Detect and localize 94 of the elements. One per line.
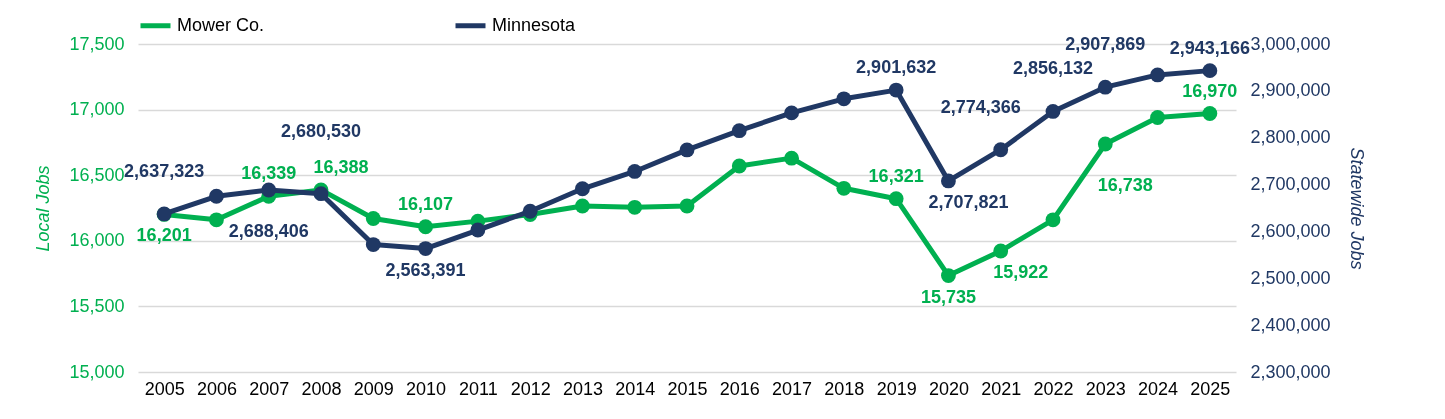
point <box>418 219 433 235</box>
x-tick-label: 2009 <box>353 378 394 399</box>
point <box>1097 79 1113 95</box>
point <box>1202 106 1218 121</box>
point <box>941 268 956 283</box>
x-tick-label: 2007 <box>249 378 290 399</box>
point <box>418 241 433 256</box>
point <box>836 91 852 107</box>
data-label: 2,943,166 <box>1169 37 1250 58</box>
point <box>522 203 538 219</box>
data-label: 2,901,632 <box>856 57 937 78</box>
x-tick-label: 2020 <box>928 378 969 399</box>
data-label: 16,201 <box>136 225 192 246</box>
x-tick-label: 2006 <box>196 378 237 399</box>
point <box>993 142 1009 158</box>
data-label: 15,922 <box>993 262 1049 283</box>
x-tick-label: 2008 <box>301 378 342 399</box>
data-label: 16,339 <box>241 163 297 184</box>
legend-label: Mower Co. <box>177 14 265 35</box>
data-label: 2,680,530 <box>280 120 362 141</box>
x-tick-label: 2021 <box>981 378 1022 399</box>
data-label: 15,735 <box>920 286 976 307</box>
data-label: 2,563,391 <box>385 259 466 280</box>
point <box>209 188 224 204</box>
point <box>1097 136 1113 152</box>
point <box>627 164 643 179</box>
data-label: 2,907,869 <box>1065 34 1146 55</box>
point <box>784 150 799 166</box>
x-tick-label: 2014 <box>615 378 656 399</box>
point <box>941 173 956 189</box>
x-tick-label: 2016 <box>719 378 760 399</box>
point <box>261 182 277 198</box>
point <box>1045 104 1061 119</box>
point <box>1150 67 1165 83</box>
x-tick-label: 2010 <box>406 378 447 399</box>
y2-tick-label: 2,700,000 <box>1250 174 1331 195</box>
x-tick-label: 2015 <box>667 378 708 399</box>
x-tick-label: 2018 <box>824 378 865 399</box>
point <box>993 243 1009 259</box>
y2-tick-label: 2,400,000 <box>1250 314 1331 335</box>
point <box>836 180 852 196</box>
point <box>888 191 904 207</box>
point <box>1150 110 1165 125</box>
x-tick-label: 2023 <box>1085 378 1126 399</box>
y-tick-label: 15,500 <box>69 295 125 316</box>
point <box>575 198 590 214</box>
x-tick-label: 2024 <box>1138 378 1179 399</box>
point <box>731 158 747 174</box>
x-tick-label: 2005 <box>144 378 185 399</box>
point <box>1202 63 1218 79</box>
x-tick-label: 2025 <box>1190 378 1231 399</box>
point <box>679 198 695 214</box>
data-label: 16,321 <box>868 165 924 186</box>
x-tick-label: 2013 <box>562 378 603 399</box>
y2-tick-label: 2,900,000 <box>1250 80 1331 101</box>
point <box>731 123 747 139</box>
data-label: 2,856,132 <box>1012 58 1094 79</box>
point <box>888 82 904 98</box>
point <box>575 181 590 197</box>
y2-tick-label: 3,000,000 <box>1250 33 1331 54</box>
point <box>365 237 381 252</box>
x-tick-label: 2019 <box>876 378 917 399</box>
point <box>209 212 224 228</box>
point <box>365 211 381 226</box>
y2-axis-title: Statewide Jobs <box>1346 147 1367 270</box>
data-label: 16,107 <box>398 193 454 214</box>
point <box>313 186 329 202</box>
y2-tick-label: 2,300,000 <box>1250 361 1331 382</box>
x-tick-label: 2017 <box>772 378 813 399</box>
data-label: 16,388 <box>313 156 369 177</box>
y2-tick-label: 2,800,000 <box>1250 127 1331 148</box>
legend-label: Minnesota <box>492 14 577 35</box>
x-tick-label: 2011 <box>459 378 498 399</box>
point <box>1045 212 1061 228</box>
data-label: 2,707,821 <box>928 191 1009 212</box>
data-label: 16,970 <box>1182 80 1238 101</box>
y-tick-label: 17,000 <box>69 99 125 120</box>
y-axis-title: Local Jobs <box>33 165 54 252</box>
point <box>627 199 643 215</box>
data-label: 2,774,366 <box>940 96 1021 117</box>
point <box>470 222 486 238</box>
y2-tick-label: 2,500,000 <box>1250 267 1331 288</box>
point <box>784 105 799 121</box>
x-tick-label: 2022 <box>1033 378 1074 399</box>
y-tick-label: 17,500 <box>69 33 125 54</box>
data-label: 2,688,406 <box>228 221 309 241</box>
y2-tick-label: 2,600,000 <box>1250 220 1331 241</box>
y-tick-label: 16,500 <box>69 164 125 185</box>
data-label: 2,637,323 <box>124 160 205 181</box>
x-tick-label: 2012 <box>510 378 551 399</box>
y-tick-label: 15,000 <box>69 361 125 382</box>
point <box>679 142 695 158</box>
y-tick-label: 16,000 <box>69 230 125 251</box>
data-label: 16,738 <box>1097 174 1153 195</box>
